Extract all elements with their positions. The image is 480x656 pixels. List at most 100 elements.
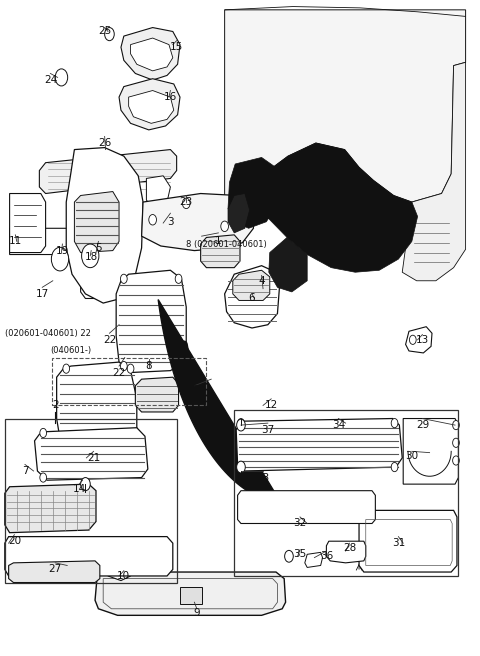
Text: 34: 34: [332, 420, 345, 430]
Polygon shape: [233, 270, 270, 300]
Text: 32: 32: [293, 518, 307, 529]
Circle shape: [55, 69, 68, 86]
Polygon shape: [129, 91, 174, 123]
Text: 8: 8: [191, 385, 198, 396]
Polygon shape: [406, 327, 432, 353]
Polygon shape: [238, 491, 375, 523]
Text: 7: 7: [22, 466, 28, 476]
Text: 22: 22: [112, 367, 126, 378]
Text: 23: 23: [180, 197, 193, 207]
Polygon shape: [269, 237, 307, 292]
Circle shape: [175, 361, 182, 371]
Circle shape: [120, 361, 127, 371]
Polygon shape: [57, 362, 137, 456]
Text: 13: 13: [416, 335, 429, 345]
Circle shape: [40, 428, 47, 438]
Polygon shape: [359, 510, 457, 572]
Polygon shape: [35, 428, 148, 480]
Circle shape: [285, 550, 293, 562]
Polygon shape: [74, 192, 119, 253]
Text: 28: 28: [343, 543, 356, 553]
Circle shape: [63, 364, 70, 373]
Text: 19: 19: [56, 245, 69, 256]
Text: 8: 8: [145, 361, 152, 371]
Text: 27: 27: [48, 564, 62, 575]
Circle shape: [127, 445, 134, 454]
Polygon shape: [228, 157, 278, 228]
Text: 1: 1: [215, 236, 222, 247]
Circle shape: [237, 419, 245, 431]
Polygon shape: [121, 28, 180, 80]
Polygon shape: [108, 561, 132, 581]
Polygon shape: [119, 79, 180, 130]
Circle shape: [237, 461, 245, 473]
Bar: [180, 587, 202, 604]
Text: 17: 17: [36, 289, 49, 299]
Text: 9: 9: [193, 608, 200, 619]
Text: 37: 37: [261, 424, 275, 435]
Polygon shape: [10, 228, 103, 298]
Circle shape: [63, 445, 70, 454]
Circle shape: [238, 419, 244, 428]
Polygon shape: [9, 561, 100, 583]
Text: 33: 33: [256, 472, 270, 483]
Polygon shape: [257, 143, 418, 272]
Polygon shape: [39, 150, 177, 194]
Text: 35: 35: [293, 549, 307, 560]
Circle shape: [453, 420, 459, 430]
Circle shape: [51, 247, 69, 271]
Circle shape: [105, 28, 114, 41]
Bar: [234, 410, 458, 576]
Text: 4: 4: [258, 276, 265, 286]
Circle shape: [391, 419, 398, 428]
Polygon shape: [10, 194, 46, 253]
Polygon shape: [236, 419, 402, 471]
Text: 26: 26: [98, 138, 111, 148]
Polygon shape: [66, 148, 143, 303]
Text: 24: 24: [44, 75, 57, 85]
Text: 8 (020601-040601): 8 (020601-040601): [186, 239, 267, 249]
Circle shape: [127, 364, 134, 373]
Text: 5: 5: [95, 243, 102, 253]
Text: 14: 14: [72, 483, 86, 494]
Circle shape: [82, 244, 99, 268]
Polygon shape: [95, 572, 286, 615]
Circle shape: [175, 274, 182, 283]
Polygon shape: [228, 194, 250, 233]
Polygon shape: [146, 176, 170, 209]
Polygon shape: [142, 194, 253, 251]
Text: (020601-040601) 22: (020601-040601) 22: [5, 329, 91, 338]
Text: 3: 3: [167, 216, 174, 227]
Polygon shape: [225, 266, 279, 328]
Text: 25: 25: [98, 26, 111, 37]
Polygon shape: [326, 541, 366, 563]
Text: 21: 21: [87, 453, 100, 463]
Text: 29: 29: [416, 420, 429, 430]
Text: 16: 16: [164, 92, 177, 102]
Text: 18: 18: [84, 252, 98, 262]
Circle shape: [391, 462, 398, 472]
Circle shape: [81, 478, 90, 491]
Text: 10: 10: [117, 571, 131, 581]
Polygon shape: [131, 38, 173, 71]
Text: 11: 11: [9, 236, 22, 247]
Circle shape: [453, 456, 459, 465]
Bar: [5, 419, 177, 583]
Text: 20: 20: [8, 536, 21, 546]
Text: 31: 31: [392, 538, 405, 548]
Polygon shape: [201, 235, 240, 268]
Polygon shape: [403, 419, 458, 484]
Text: 22: 22: [103, 335, 116, 345]
Text: 36: 36: [320, 551, 333, 562]
Polygon shape: [5, 484, 96, 533]
Polygon shape: [135, 377, 179, 412]
Text: 30: 30: [405, 451, 419, 461]
Polygon shape: [225, 10, 466, 202]
Text: 6: 6: [249, 293, 255, 304]
Text: (040601-): (040601-): [50, 346, 92, 356]
Circle shape: [453, 438, 459, 447]
Circle shape: [182, 198, 190, 209]
Circle shape: [40, 473, 47, 482]
Polygon shape: [116, 270, 186, 373]
Text: 15: 15: [170, 42, 183, 52]
